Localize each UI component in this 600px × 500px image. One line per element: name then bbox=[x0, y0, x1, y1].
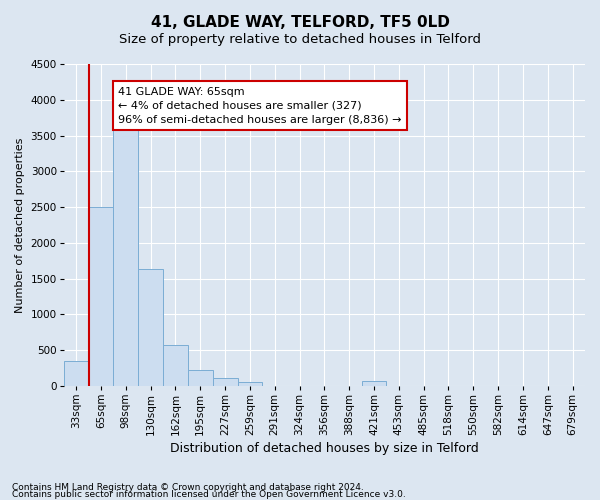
Bar bbox=[238, 382, 262, 386]
X-axis label: Distribution of detached houses by size in Telford: Distribution of detached houses by size … bbox=[170, 442, 479, 455]
Bar bbox=[362, 381, 386, 386]
Text: Size of property relative to detached houses in Telford: Size of property relative to detached ho… bbox=[119, 32, 481, 46]
Text: 41 GLADE WAY: 65sqm
← 4% of detached houses are smaller (327)
96% of semi-detach: 41 GLADE WAY: 65sqm ← 4% of detached hou… bbox=[118, 87, 402, 125]
Text: Contains HM Land Registry data © Crown copyright and database right 2024.: Contains HM Land Registry data © Crown c… bbox=[12, 484, 364, 492]
Bar bbox=[163, 345, 188, 386]
Text: Contains public sector information licensed under the Open Government Licence v3: Contains public sector information licen… bbox=[12, 490, 406, 499]
Bar bbox=[64, 361, 89, 386]
Bar bbox=[89, 207, 113, 386]
Bar bbox=[113, 121, 138, 386]
Bar bbox=[138, 268, 163, 386]
Bar bbox=[212, 378, 238, 386]
Text: 41, GLADE WAY, TELFORD, TF5 0LD: 41, GLADE WAY, TELFORD, TF5 0LD bbox=[151, 15, 449, 30]
Bar bbox=[188, 370, 212, 386]
Y-axis label: Number of detached properties: Number of detached properties bbox=[15, 138, 25, 312]
